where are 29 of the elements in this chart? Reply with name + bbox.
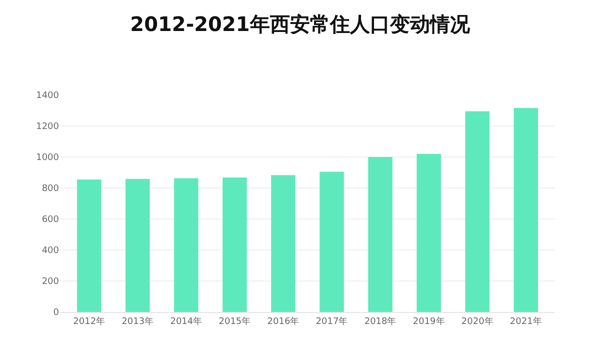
y-tick-label: 1400 <box>36 91 60 102</box>
x-tick-label: 2018年 <box>364 316 396 327</box>
x-tick-label: 2020年 <box>461 316 494 327</box>
y-tick-label: 200 <box>42 277 60 288</box>
x-tick-label: 2015年 <box>218 316 251 327</box>
bar <box>416 154 441 312</box>
bar <box>174 178 198 312</box>
y-tick-label: 600 <box>42 215 60 226</box>
x-tick-label: 2014年 <box>170 316 202 327</box>
bar <box>271 175 296 312</box>
y-tick-label: 1000 <box>36 153 60 164</box>
bar <box>465 111 490 312</box>
y-tick-label: 1200 <box>36 122 60 132</box>
x-tick-label: 2017年 <box>316 316 348 327</box>
x-tick-label: 2019年 <box>412 316 445 327</box>
chart-title: 2012-2021年西安常住人口变动情况 <box>130 12 471 36</box>
bar <box>320 172 344 312</box>
y-tick-label: 400 <box>42 246 60 256</box>
x-tick-label: 2016年 <box>267 316 300 327</box>
bar <box>368 157 392 312</box>
bar <box>76 179 102 312</box>
y-tick-label: 800 <box>42 184 60 194</box>
bar <box>126 178 150 312</box>
x-tick-label: 2013年 <box>122 316 154 327</box>
x-tick-label: 2021年 <box>510 316 542 327</box>
x-tick-label: 2012年 <box>73 316 106 327</box>
y-tick-label: 0 <box>53 308 60 318</box>
bar <box>514 108 538 312</box>
bar <box>222 177 247 312</box>
